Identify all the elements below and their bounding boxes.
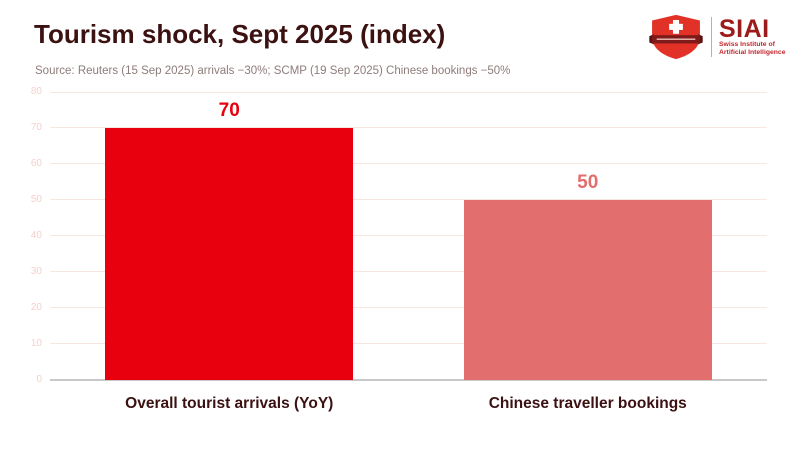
gridline xyxy=(50,307,767,309)
source-note: Source: Reuters (15 Sep 2025) arrivals −… xyxy=(35,65,511,77)
gridline xyxy=(50,235,767,237)
gridline xyxy=(50,199,767,201)
gridline xyxy=(50,91,767,93)
y-tick-label: 30 xyxy=(30,265,42,277)
bar-1 xyxy=(105,127,354,380)
y-tick-label: 60 xyxy=(30,157,42,169)
y-tick-label: 0 xyxy=(36,373,42,385)
gridline xyxy=(50,127,767,129)
siai-logo: SIAI Swiss Institute of Artificial Intel… xyxy=(648,14,785,60)
logo-divider xyxy=(711,17,712,57)
bar-value-label: 70 xyxy=(218,99,240,121)
logo-subtitle-line2: Artificial Intelligence xyxy=(719,49,786,56)
logo-subtitle-line1: Swiss Institute of xyxy=(719,41,775,48)
page-title: Tourism shock, Sept 2025 (index) xyxy=(34,19,446,49)
y-tick-label: 80 xyxy=(30,86,42,97)
y-tick-label: 10 xyxy=(30,337,42,349)
y-tick-label: 70 xyxy=(30,121,42,133)
x-axis-line xyxy=(50,379,767,381)
category-label: Chinese traveller bookings xyxy=(488,395,687,412)
swiss-shield-icon xyxy=(649,14,703,60)
y-tick-label: 50 xyxy=(30,193,42,205)
bar-value-label: 50 xyxy=(577,171,599,193)
gridline xyxy=(50,271,767,273)
bar-2 xyxy=(463,199,712,380)
y-tick-label: 40 xyxy=(30,229,42,241)
gridline xyxy=(50,343,767,345)
y-tick-label: 20 xyxy=(30,301,42,313)
logo-acronym: SIAI xyxy=(719,15,770,43)
gridline xyxy=(50,163,767,165)
category-label: Overall tourist arrivals (YoY) xyxy=(125,395,334,412)
